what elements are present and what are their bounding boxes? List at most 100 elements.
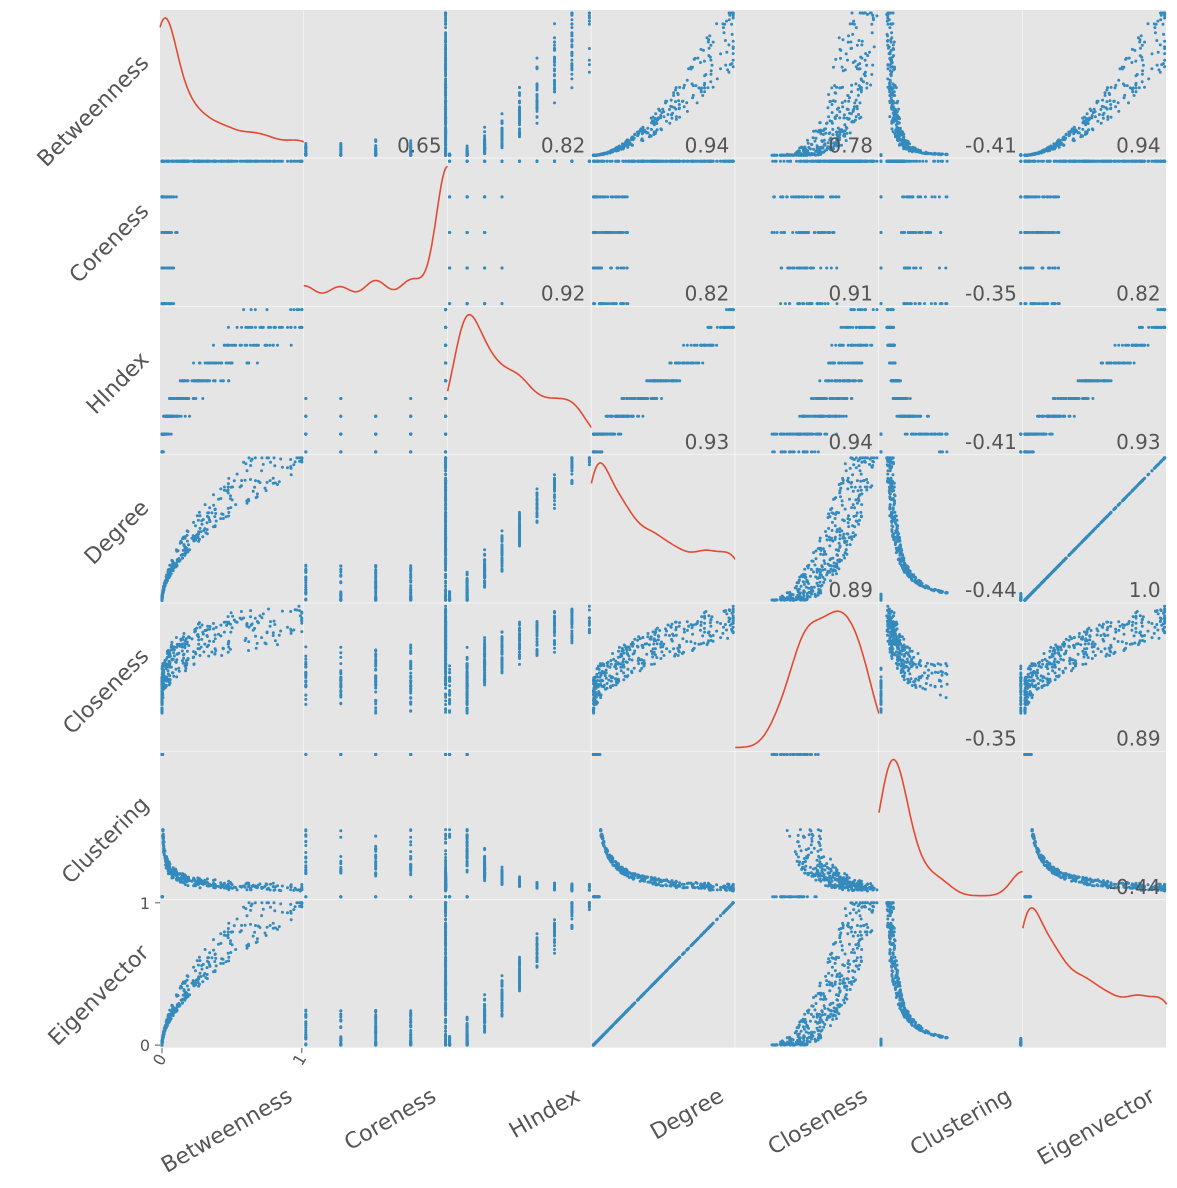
scatter-point (806, 141, 810, 145)
scatter-point (905, 143, 909, 147)
scatter-point (1077, 159, 1081, 163)
scatter-point (300, 325, 304, 329)
scatter-point (859, 115, 863, 119)
scatter-point (715, 22, 719, 26)
scatter-point (535, 94, 539, 97)
scatter-point (570, 11, 574, 15)
scatter-point (888, 26, 892, 30)
scatter-point (1130, 47, 1134, 51)
scatter-point (1036, 231, 1040, 234)
scatter-point (849, 40, 853, 44)
scatter-point (921, 159, 925, 163)
scatter-point (1161, 159, 1165, 163)
scatter-point (1163, 47, 1167, 50)
scatter-point (1120, 159, 1124, 163)
scatter-point (890, 159, 894, 163)
scatter-point (1122, 96, 1126, 100)
scatter-point (1161, 22, 1165, 26)
scatter-point (1134, 90, 1138, 94)
scatter-point (444, 151, 448, 155)
scatter-point (164, 302, 168, 306)
scatter-point (681, 99, 685, 103)
scatter-point (1101, 98, 1105, 102)
scatter-point (1023, 231, 1027, 234)
scatter-point (689, 159, 693, 163)
scatter-point (295, 308, 299, 312)
cell-coreness-vs-eigenvector: 0.82 (1022, 158, 1168, 308)
scatter-point (850, 11, 854, 15)
scatter-point (1048, 195, 1051, 199)
scatter-point (1163, 39, 1167, 43)
scatter-point (183, 414, 187, 418)
scatter-point (1103, 91, 1107, 95)
scatter-point (1080, 133, 1083, 137)
scatter-point (1163, 52, 1167, 56)
scatter-point (841, 85, 845, 89)
scatter-point (570, 67, 574, 71)
scatter-point (854, 82, 858, 86)
scatter-point (553, 36, 556, 40)
scatter-point (902, 159, 906, 163)
scatter-point (1139, 46, 1142, 50)
scatter-point (852, 19, 856, 23)
scatter-point (1082, 119, 1086, 123)
scatter-point (841, 105, 845, 109)
cell-betweenness-vs-closeness: 0.78 (735, 10, 880, 159)
scatter-point (853, 101, 857, 105)
scatter-point (889, 72, 892, 76)
cell-betweenness-vs-coreness: 0.65 (303, 10, 449, 159)
scatter-point (685, 78, 689, 82)
scatter-point (619, 147, 623, 151)
scatter-point (465, 159, 469, 163)
scatter-point (535, 88, 539, 92)
scatter-point (893, 65, 896, 69)
scatter-point (500, 133, 504, 137)
scatter-point (854, 26, 858, 30)
scatter-point (1036, 151, 1040, 155)
scatter-point (809, 142, 813, 146)
scatter-point (500, 266, 504, 270)
scatter-point (1134, 81, 1138, 85)
scatter-point (838, 86, 842, 90)
scatter-point (1137, 86, 1141, 90)
scatter-point (518, 105, 521, 109)
scatter-point (264, 159, 268, 163)
scatter-point (791, 266, 795, 270)
scatter-point (886, 43, 890, 47)
scatter-point (693, 56, 697, 60)
scatter-point (835, 114, 839, 117)
correlation-label: 0.82 (541, 133, 586, 157)
scatter-point (553, 69, 556, 73)
scatter-point (598, 266, 602, 270)
scatter-point (820, 150, 824, 154)
scatter-point (164, 231, 168, 234)
scatter-point (887, 11, 891, 15)
scatter-point (672, 91, 676, 95)
scatter-point (1117, 78, 1121, 82)
scatter-point (518, 94, 521, 97)
scatter-point (587, 63, 591, 67)
scatter-point (707, 54, 711, 58)
scatter-point (1114, 105, 1118, 109)
scatter-point (892, 40, 896, 44)
scatter-point (1101, 113, 1105, 117)
scatter-point (599, 302, 603, 306)
scatter-point (245, 325, 249, 329)
scatter-point (587, 16, 591, 20)
scatter-point (854, 98, 858, 102)
scatter-point (1023, 159, 1027, 163)
scatter-point (592, 231, 595, 234)
scatter-point (725, 159, 728, 163)
scatter-point (612, 231, 616, 234)
scatter-point (1097, 113, 1101, 116)
scatter-point (160, 231, 164, 234)
scatter-point (869, 11, 873, 15)
scatter-point (908, 195, 912, 199)
scatter-point (730, 32, 734, 36)
scatter-point (823, 302, 827, 306)
scatter-point (444, 43, 448, 47)
scatter-point (1075, 159, 1079, 163)
scatter-point (1062, 143, 1065, 147)
scatter-point (865, 159, 869, 163)
scatter-point (242, 308, 246, 312)
